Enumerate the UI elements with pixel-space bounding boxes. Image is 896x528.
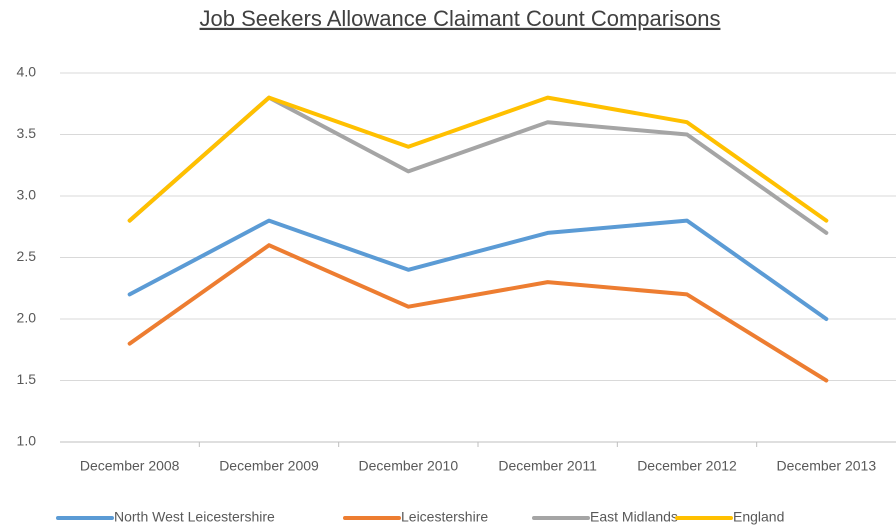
legend-label: North West Leicestershire	[114, 509, 275, 525]
y-tick-label: 2.0	[17, 310, 37, 326]
series-line	[127, 243, 829, 383]
y-tick-label: 2.5	[17, 248, 37, 264]
y-tick-label: 4.0	[17, 64, 37, 80]
x-tick-label: December 2013	[777, 458, 877, 474]
legend-label: East Midlands	[590, 509, 678, 525]
x-tick-label: December 2009	[219, 458, 319, 474]
x-tick-label: December 2011	[498, 458, 597, 474]
legend-label: Leicestershire	[401, 509, 488, 525]
series-line	[127, 95, 829, 235]
y-tick-label: 1.5	[17, 371, 37, 387]
x-tick-label: December 2012	[637, 458, 737, 474]
y-tick-label: 3.5	[17, 125, 37, 141]
series-line	[127, 95, 829, 223]
legend-label: England	[733, 509, 784, 525]
x-tick-label: December 2010	[359, 458, 459, 474]
y-tick-label: 1.0	[17, 433, 37, 449]
y-tick-label: 3.0	[17, 187, 37, 203]
series-line	[127, 218, 829, 321]
x-tick-label: December 2008	[80, 458, 180, 474]
chart-title: Job Seekers Allowance Claimant Count Com…	[200, 6, 721, 31]
